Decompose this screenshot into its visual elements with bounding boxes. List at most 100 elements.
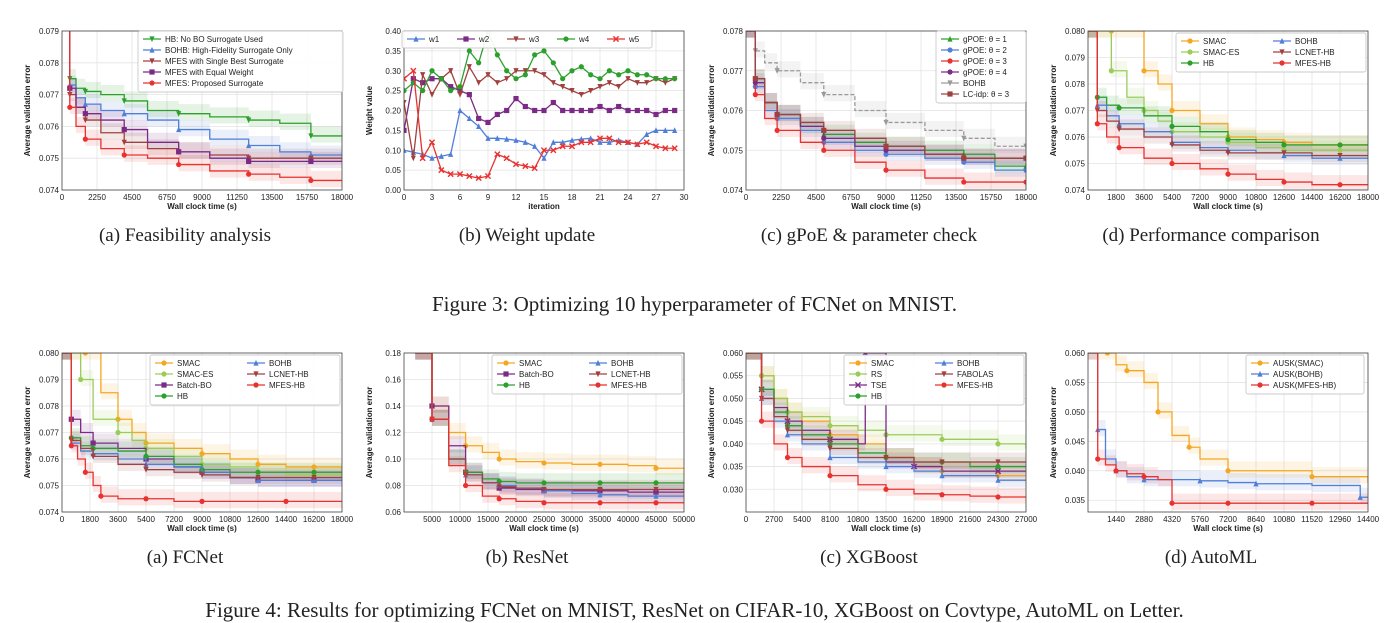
legend-label: LCNET-HB [611, 370, 651, 379]
x-tick-label: 10000 [449, 515, 472, 524]
y-tick-label: 0.20 [385, 107, 401, 116]
x-tick-label: 2880 [1135, 515, 1153, 524]
chart-point [941, 371, 947, 378]
chart-point [1337, 147, 1343, 153]
chart-point [504, 107, 510, 114]
series-line [62, 353, 342, 503]
series-band [1088, 353, 1368, 504]
chart-panel: 5000 10000 15000 20000 25000 30000 35000 40000 4… [362, 347, 696, 568]
legend-label: MFES-HB [611, 381, 647, 390]
x-tick-label: 6750 [158, 193, 176, 202]
y-tick-label: 0.079 [1065, 54, 1086, 63]
legend-label: LC-idp: θ = 3 [963, 90, 1010, 99]
chart-point [1187, 49, 1193, 55]
chart-point [253, 359, 259, 366]
chart-point [941, 359, 947, 366]
chart-point [68, 443, 74, 449]
legend-label: BOHB [963, 79, 986, 88]
y-tick-label: 0.080 [1065, 27, 1086, 36]
series-band [62, 353, 342, 479]
y-tick-label: 0.12 [385, 429, 401, 438]
chart-point [90, 440, 96, 446]
chart-point [1337, 152, 1343, 159]
chart-point [672, 107, 678, 114]
x-axis-label: Wall clock time (s) [1193, 524, 1263, 533]
chart-point [476, 80, 482, 86]
y-tick-label: 0.076 [39, 122, 60, 131]
x-tick-label: 3600 [109, 515, 127, 524]
chart-point [939, 436, 945, 442]
subfigure-caption: (a) FCNet [146, 547, 224, 568]
chart-point [448, 84, 454, 90]
series-band [62, 353, 342, 487]
y-axis-label: Average validation error [23, 387, 32, 479]
chart-point [1309, 474, 1315, 480]
chart-point [597, 491, 603, 498]
chart-point [1281, 142, 1287, 148]
chart-point [947, 35, 953, 42]
y-tick-label: 0.079 [39, 27, 60, 36]
x-tick-label: 27 [652, 193, 661, 202]
x-tick-label: 15000 [477, 515, 500, 524]
chart-point [883, 454, 889, 461]
x-tick-label: 7200 [1219, 515, 1237, 524]
x-tick-label: 18000 [1015, 193, 1038, 202]
y-tick-label: 0.25 [385, 87, 401, 96]
chart-point [1186, 444, 1192, 450]
figure-3-caption: Figure 3: Optimizing 10 hyperparameter o… [431, 292, 958, 316]
legend-label: SMAC [177, 359, 200, 368]
chart-point [82, 469, 88, 475]
series-band [415, 353, 684, 490]
x-tick-label: 10080 [1273, 515, 1296, 524]
series-band [62, 353, 342, 487]
chart-point [1279, 49, 1285, 56]
plot-area [67, 31, 342, 188]
chart-point [588, 135, 594, 141]
chart-point [513, 137, 519, 143]
x-tick-label: 10800 [1245, 193, 1268, 202]
x-tick-label: 9000 [193, 193, 211, 202]
chart-point [550, 80, 556, 86]
x-tick-label: 6750 [842, 193, 860, 202]
chart-point [456, 171, 464, 178]
chart-point [496, 496, 502, 502]
chart-point [827, 473, 833, 479]
chart-point [503, 382, 509, 388]
x-tick-label: 6 [458, 193, 463, 202]
series-line [746, 353, 1026, 463]
chart-point [578, 92, 584, 98]
y-axis-label: Weight value [365, 85, 374, 135]
legend-box [149, 354, 341, 406]
x-tick-label: 14400 [1357, 515, 1380, 524]
legend-label: MFES with Equal Weight [165, 68, 254, 77]
y-tick-label: 0.077 [1065, 107, 1086, 116]
chart-point [652, 143, 660, 150]
legend-label: AUSK(MFES-HB) [1273, 381, 1336, 390]
chart-point [67, 104, 73, 110]
chart-point [143, 467, 149, 473]
chart-point [494, 111, 500, 118]
chart-point [532, 143, 538, 149]
chart-point [532, 52, 538, 58]
chart-point [1169, 107, 1175, 114]
y-tick-label: 0.080 [39, 349, 60, 358]
chart-point [121, 152, 127, 158]
chart-point [821, 92, 827, 98]
x-tick-label: 27000 [1015, 515, 1038, 524]
series-line [746, 31, 1026, 147]
chart-point [1023, 167, 1026, 173]
series-band [415, 353, 684, 475]
chart-point [1257, 382, 1263, 388]
chart-point [311, 474, 317, 481]
chart-point [503, 360, 509, 366]
chart-point [457, 92, 463, 98]
legend-label: BOHB [957, 359, 980, 368]
legend-label: gPOE: θ = 1 [963, 35, 1007, 44]
chart-point [644, 80, 650, 86]
chart-point [82, 101, 88, 107]
y-tick-label: 0.077 [39, 429, 60, 438]
chart-point [404, 75, 408, 82]
chart-point [494, 52, 500, 58]
chart-point [429, 155, 435, 161]
chart-point [513, 36, 519, 43]
